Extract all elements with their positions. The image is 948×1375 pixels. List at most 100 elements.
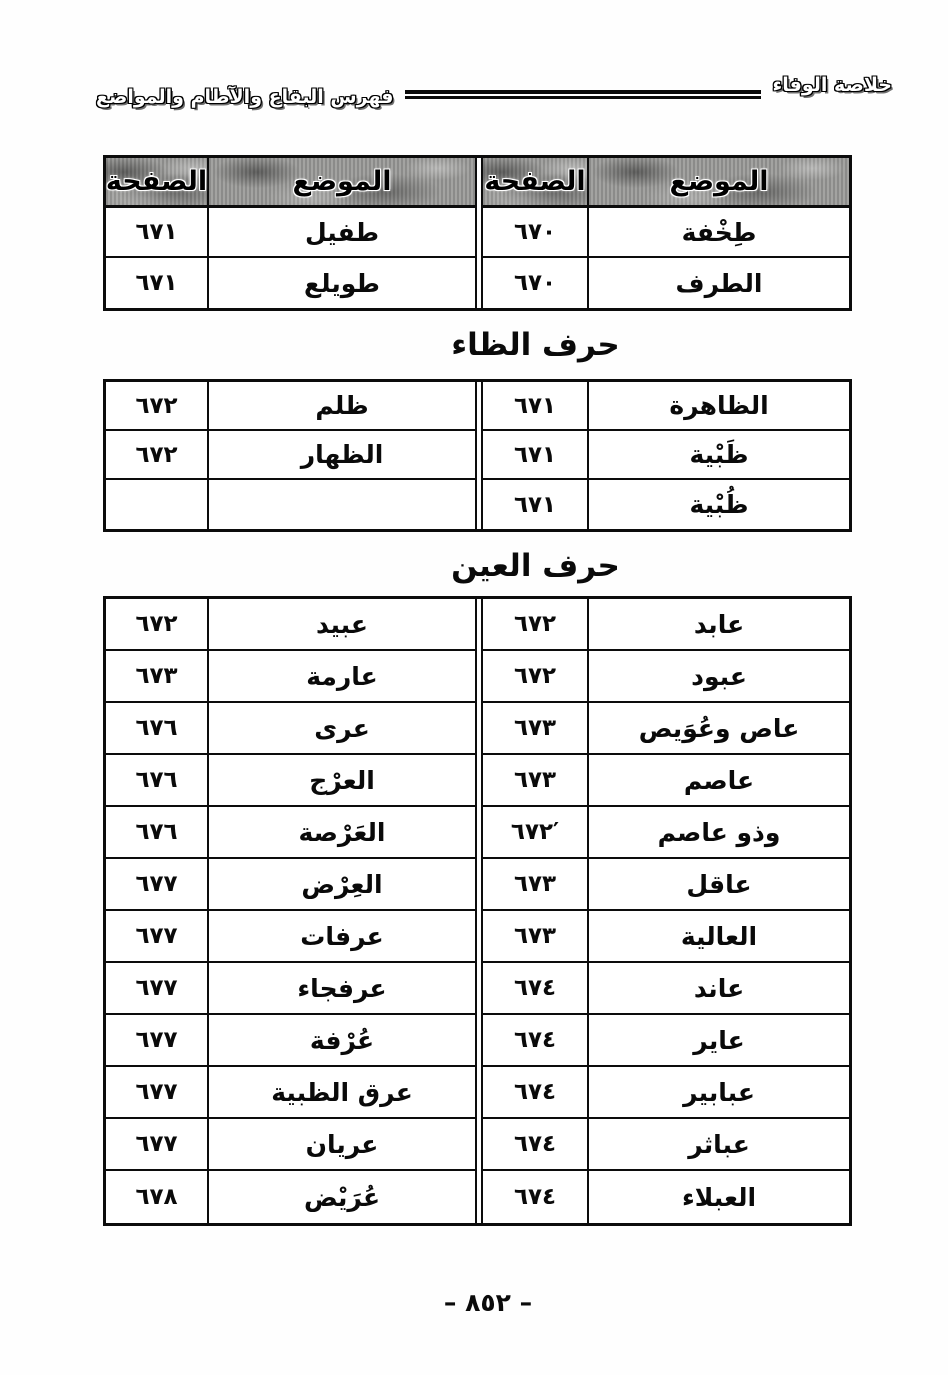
column-gap: [475, 1067, 483, 1119]
place-entry: عاص وعُوَيص: [587, 703, 849, 755]
column-gap: [475, 258, 483, 308]
letter-heading-ayn: حرف العين: [451, 548, 620, 584]
index-row: عبابير ٦٧٤ عرق الظبية ٦٧٧: [106, 1067, 849, 1119]
place-entry: العبلاء: [587, 1171, 849, 1223]
place-entry: طفيل: [207, 208, 475, 258]
place-entry: طويلع: [207, 258, 475, 308]
index-row: عاقل ٦٧٣ العِرْض ٦٧٧: [106, 859, 849, 911]
table-rows: عابد ٦٧٢ عبيد ٦٧٢ عبود ٦٧٢ عارمة ٦٧٣ عاص وعُوَيص…: [106, 599, 849, 1223]
page-ref: ٦٧١: [483, 382, 587, 431]
page-ref: ٦٧٠: [483, 208, 587, 258]
book-title: خلاصة الوفاء: [772, 74, 892, 96]
column-header-place: الموضع: [207, 158, 475, 208]
page-ref: ′٦٧٢: [483, 807, 587, 859]
index-row: عباثر ٦٧٤ عريان ٦٧٧: [106, 1119, 849, 1171]
index-row: ظُبْية ٦٧١: [106, 480, 849, 529]
place-entry: العالية: [587, 911, 849, 963]
place-entry: عبود: [587, 651, 849, 703]
place-entry: الظاهرة: [587, 382, 849, 431]
place-entry: عباثر: [587, 1119, 849, 1171]
column-gap: [475, 911, 483, 963]
place-entry: عرفات: [207, 911, 475, 963]
page-ref: ٦٧٤: [483, 1067, 587, 1119]
page-ref: ٦٧١: [135, 270, 178, 296]
column-header-place: الموضع: [587, 158, 849, 208]
column-gap: [475, 1119, 483, 1171]
column-gap: [475, 480, 483, 529]
index-title: فهرس البقاع والآطام والمواضع: [96, 86, 394, 108]
page-ref: ٦٧٣: [483, 859, 587, 911]
page-ref: [106, 480, 207, 529]
place-entry: عُرَيْض: [207, 1171, 475, 1223]
page-ref: ٦٧٤: [483, 1015, 587, 1067]
page-ref: ٦٧٦: [106, 703, 207, 755]
page-ref: ٦٧٧: [106, 1015, 207, 1067]
page-ref: ٦٧٢: [106, 599, 207, 651]
place-entry: وذو عاصم: [587, 807, 849, 859]
column-gap: [475, 703, 483, 755]
place-entry: العرْج: [207, 755, 475, 807]
page-ref: ٦٧١: [106, 208, 207, 258]
place-entry: عرفجاء: [207, 963, 475, 1015]
page-ref: ٦٧٤: [483, 963, 587, 1015]
place-entry: عاير: [587, 1015, 849, 1067]
column-gap: [475, 755, 483, 807]
running-header: خلاصة الوفاء فهرس البقاع والآطام والمواض…: [96, 74, 892, 108]
table-rows: طِخْفة ٦٧٠ طفيل ٦٧١ الطرف ٦٧٠ طويلع ٦٧١: [106, 208, 849, 308]
index-row: وذو عاصم ′٦٧٢ العَرْصة ٦٧٦: [106, 807, 849, 859]
page-ref: ٦٧٣: [483, 911, 587, 963]
index-row: الظاهرة ٦٧١ ظلم ٦٧٢: [106, 382, 849, 431]
place-entry: العَرْصة: [207, 807, 475, 859]
page-ref: ٦٧٧: [106, 963, 207, 1015]
column-gap: [475, 807, 483, 859]
page-ref: ٦٧٠: [513, 270, 557, 296]
column-gap: [475, 382, 483, 431]
table-header-row: الموضع الصفحة الموضع الصفحة: [106, 158, 849, 208]
place-entry: عرق الظبية: [207, 1067, 475, 1119]
place-entry: عريان: [207, 1119, 475, 1171]
page-ref: ٦٧٧: [106, 859, 207, 911]
page-ref: ٦٧٦: [106, 807, 207, 859]
page-ref: ٦٧٦: [106, 755, 207, 807]
page-ref: ٦٧٣: [483, 703, 587, 755]
index-table-ayn: عابد ٦٧٢ عبيد ٦٧٢ عبود ٦٧٢ عارمة ٦٧٣ عاص وعُوَيص…: [103, 596, 852, 1226]
column-gap: [475, 599, 483, 651]
page-ref: ٦٧٧: [106, 1067, 207, 1119]
page-number: – ٨٥٢ –: [443, 1288, 533, 1317]
page-ref: ٦٧٨: [135, 1184, 178, 1210]
index-row: عاص وعُوَيص ٦٧٣ عرى ٦٧٦: [106, 703, 849, 755]
column-header-page: الصفحة: [106, 158, 207, 208]
index-row: ظَبْية ٦٧١ الظهار ٦٧٢: [106, 431, 849, 480]
place-entry: الظهار: [207, 431, 475, 480]
index-table-dhaa: الظاهرة ٦٧١ ظلم ٦٧٢ ظَبْية ٦٧١ الظهار ٦٧٢ ظُبْية…: [103, 379, 852, 532]
place-entry: عارمة: [207, 651, 475, 703]
place-entry: عاقل: [587, 859, 849, 911]
place-entry: عُرْفة: [207, 1015, 475, 1067]
index-row: عابد ٦٧٢ عبيد ٦٧٢: [106, 599, 849, 651]
index-row: عاصم ٦٧٣ العرْج ٦٧٦: [106, 755, 849, 807]
table-rows: الظاهرة ٦٧١ ظلم ٦٧٢ ظَبْية ٦٧١ الظهار ٦٧٢ ظُبْية…: [106, 382, 849, 529]
page-ref: ٦٧٤: [483, 1119, 587, 1171]
index-row: عاند ٦٧٤ عرفجاء ٦٧٧: [106, 963, 849, 1015]
page-ref: ٦٧٧: [106, 911, 207, 963]
place-entry: عابد: [587, 599, 849, 651]
place-entry: ظُبْية: [587, 480, 849, 529]
rule-line-bottom: [405, 96, 761, 99]
place-entry: عبيد: [207, 599, 475, 651]
place-entry: ظلم: [207, 382, 475, 431]
place-entry: عاصم: [587, 755, 849, 807]
index-row: عاير ٦٧٤ عُرْفة ٦٧٧: [106, 1015, 849, 1067]
index-row: العبلاء ٦٧٤ عُرَيْض ٦٧٨: [106, 1171, 849, 1223]
place-entry: طِخْفة: [587, 208, 849, 258]
column-gap: [475, 963, 483, 1015]
column-gap: [475, 859, 483, 911]
page-ref: ٦٧٣: [483, 755, 587, 807]
page-ref: ٦٧١: [483, 431, 587, 480]
header-rule-icon: [405, 90, 761, 99]
page-ref: ٦٧٤: [513, 1184, 557, 1210]
index-row: طِخْفة ٦٧٠ طفيل ٦٧١: [106, 208, 849, 258]
page-ref: ٦٧٧: [106, 1119, 207, 1171]
column-gap: [475, 431, 483, 480]
place-entry: عاند: [587, 963, 849, 1015]
